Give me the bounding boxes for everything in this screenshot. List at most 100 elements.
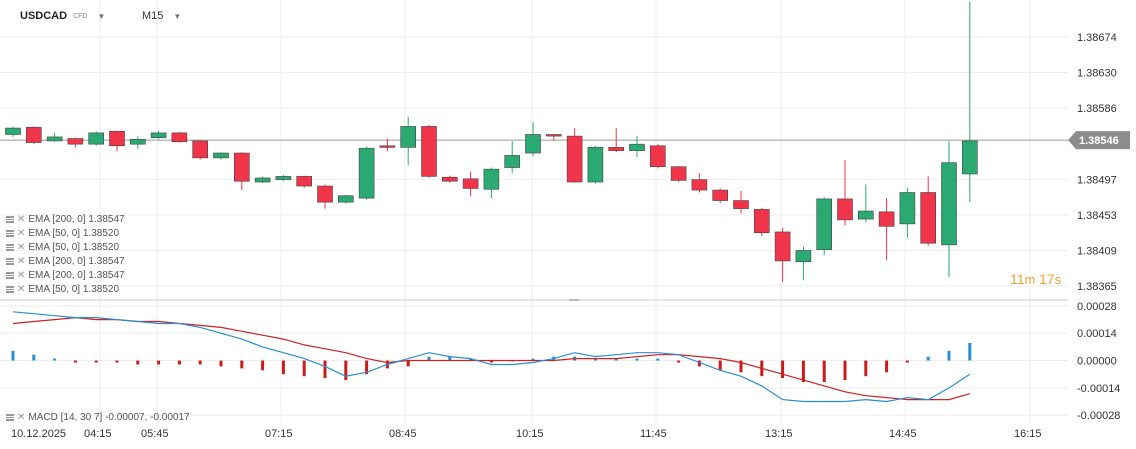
- candle: [46, 132, 63, 142]
- indicator-ema-1[interactable]: ✕ EMA [200, 0] 1.38547: [6, 212, 125, 226]
- candle-body: [46, 136, 63, 142]
- candle-body: [150, 132, 167, 139]
- candle: [816, 197, 833, 256]
- macd-y-tick-label: -0.00028: [1077, 410, 1120, 422]
- candle-body: [545, 134, 562, 137]
- timeframe-selector[interactable]: M15 ▼: [142, 10, 181, 22]
- macd-histogram-bar: [843, 360, 847, 381]
- macd-histogram-bar: [219, 360, 223, 367]
- instrument-type-label: CFD: [73, 12, 88, 20]
- y-tick-label: 1.38409: [1077, 245, 1117, 257]
- indicator-remove-icon[interactable]: ✕: [17, 241, 26, 253]
- indicator-remove-icon[interactable]: ✕: [17, 227, 26, 239]
- candle-body: [88, 132, 104, 145]
- indicator-menu-icon[interactable]: [6, 285, 14, 293]
- macd-indicator-label: MACD [14, 30 7] -0.00007, -0.00017: [28, 411, 190, 423]
- macd-y-tick-label: 0.00028: [1077, 301, 1117, 313]
- candle: [878, 198, 895, 261]
- indicator-menu-icon[interactable]: [6, 271, 14, 279]
- macd-histogram-bar: [801, 360, 805, 383]
- indicator-remove-icon[interactable]: ✕: [17, 269, 26, 281]
- symbol-dropdown-icon[interactable]: ▼: [97, 11, 106, 21]
- indicator-menu-icon[interactable]: [6, 215, 14, 223]
- indicator-ema-2[interactable]: ✕ EMA [50, 0] 1.38520: [6, 226, 119, 240]
- x-tick-label: 10.12.2025: [11, 428, 66, 440]
- x-tick-label: 07:15: [265, 428, 293, 440]
- candle-body: [5, 127, 21, 135]
- macd-histogram-bar: [302, 360, 306, 377]
- macd-histogram-bar: [406, 360, 410, 367]
- candle: [961, 1, 978, 203]
- y-tick-label: 1.38497: [1077, 175, 1117, 187]
- macd-histogram-bar: [531, 358, 535, 361]
- symbol-selector[interactable]: USDCAD CFD ▼: [20, 10, 105, 22]
- candle: [5, 126, 21, 137]
- macd-histogram-bar: [822, 360, 826, 383]
- indicator-remove-icon[interactable]: ✕: [17, 283, 26, 295]
- timeframe-dropdown-icon[interactable]: ▼: [173, 11, 182, 21]
- x-tick-label: 10:15: [516, 428, 544, 440]
- candle: [920, 176, 937, 246]
- candle-body: [837, 198, 853, 221]
- countdown-seconds: 17: [1039, 271, 1055, 287]
- macd-histogram-bar: [905, 360, 909, 363]
- candle: [691, 173, 708, 193]
- candle-body: [712, 189, 729, 201]
- macd-signal-line: [12, 316, 970, 401]
- macd-histogram-bar: [115, 360, 119, 363]
- indicator-label: EMA [200, 0] 1.38547: [28, 269, 125, 281]
- macd-histogram-bar: [469, 358, 473, 361]
- indicator-remove-icon[interactable]: ✕: [17, 213, 26, 225]
- candle: [670, 165, 687, 183]
- candle: [421, 124, 437, 178]
- indicator-menu-icon[interactable]: [6, 229, 14, 237]
- countdown-minutes-unit: m: [1024, 272, 1036, 287]
- candle-body: [213, 152, 229, 159]
- indicator-menu-icon[interactable]: [6, 243, 14, 251]
- candle: [400, 116, 417, 166]
- candle-body: [171, 132, 188, 143]
- candle: [566, 128, 583, 183]
- indicator-ema-4[interactable]: ✕ EMA [200, 0] 1.38547: [6, 254, 125, 268]
- candle: [109, 130, 125, 152]
- candle-body: [816, 198, 833, 250]
- candle-body: [525, 134, 541, 154]
- candle: [25, 126, 42, 145]
- indicator-ema-5[interactable]: ✕ EMA [200, 0] 1.38547: [6, 268, 125, 282]
- candle-body: [566, 135, 583, 183]
- macd-histogram-bar: [94, 360, 98, 363]
- countdown-minutes: 11: [1010, 271, 1025, 287]
- candle: [712, 188, 729, 203]
- candle-body: [441, 176, 458, 182]
- macd-histogram-bar: [136, 360, 140, 365]
- indicator-ema-3[interactable]: ✕ EMA [50, 0] 1.38520: [6, 240, 119, 254]
- macd-y-tick-label: 0.00014: [1077, 328, 1117, 340]
- indicator-menu-icon[interactable]: [6, 413, 14, 421]
- candle: [899, 187, 916, 238]
- indicator-remove-icon[interactable]: ✕: [17, 255, 26, 267]
- candle-body: [130, 139, 146, 145]
- candle-body: [337, 195, 354, 203]
- candle-body: [961, 140, 978, 175]
- indicator-label: EMA [200, 0] 1.38547: [28, 213, 125, 225]
- macd-histogram-bar: [677, 360, 681, 363]
- indicator-macd[interactable]: ✕ MACD [14, 30 7] -0.00007, -0.00017: [6, 410, 190, 424]
- indicator-label: EMA [50, 0] 1.38520: [28, 241, 120, 253]
- candle: [629, 136, 645, 158]
- indicator-ema-6[interactable]: ✕ EMA [50, 0] 1.38520: [6, 282, 119, 296]
- candle: [941, 140, 957, 278]
- macd-histogram-bar: [739, 360, 743, 373]
- indicator-label: EMA [50, 0] 1.38520: [28, 227, 120, 239]
- candle: [733, 190, 749, 214]
- candle-body: [192, 140, 208, 159]
- indicator-remove-icon[interactable]: ✕: [17, 411, 26, 423]
- candle: [462, 171, 479, 197]
- candle-body: [504, 155, 521, 168]
- macd-histogram-bar: [240, 360, 244, 369]
- macd-histogram-bar: [718, 360, 722, 371]
- indicator-menu-icon[interactable]: [6, 257, 14, 265]
- candle: [441, 175, 458, 183]
- x-tick-label: 11:45: [640, 428, 667, 440]
- candle-body: [25, 126, 42, 143]
